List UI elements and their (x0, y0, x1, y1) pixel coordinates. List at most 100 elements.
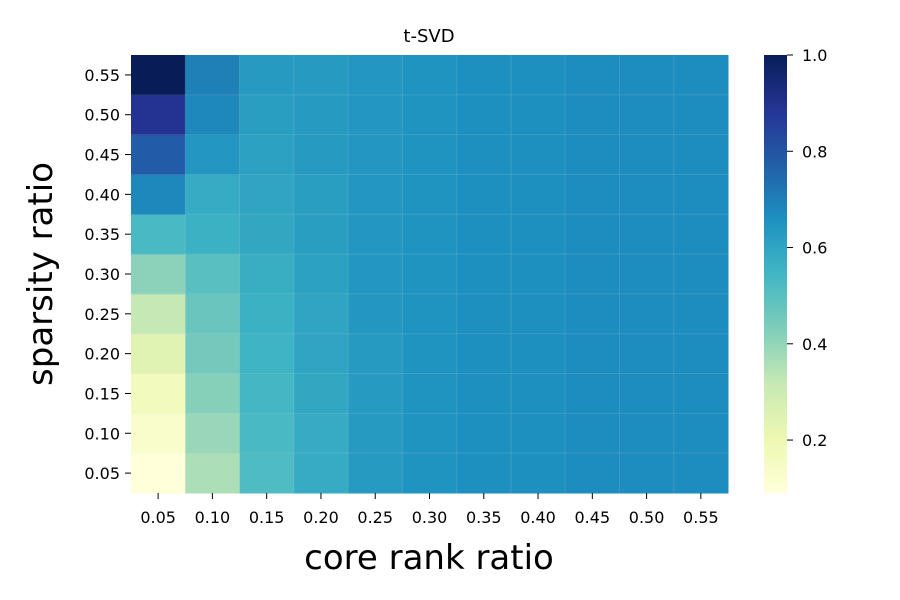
x-tick-label: 0.35 (466, 508, 502, 527)
heatmap-cell (510, 55, 566, 96)
heatmap-cell (673, 453, 729, 494)
heatmap-cell (619, 55, 675, 96)
y-tick-label: 0.15 (84, 384, 120, 403)
heatmap-cell (402, 94, 458, 136)
heatmap-cell (185, 134, 241, 175)
heatmap-cell (131, 254, 186, 295)
heatmap-cell (293, 94, 349, 136)
heatmap-cell (131, 373, 186, 414)
x-tick-label: 0.15 (249, 508, 285, 527)
heatmap-cell (619, 333, 675, 375)
heatmap-cell (348, 94, 403, 136)
heatmap-cell (565, 373, 620, 414)
heatmap-cell (456, 453, 512, 494)
heatmap-cell (185, 254, 241, 295)
y-tick-label: 0.25 (84, 305, 120, 324)
heatmap-cell (293, 413, 349, 454)
heatmap-cell (293, 254, 349, 295)
heatmap-cell (456, 94, 512, 136)
heatmap-cell (402, 55, 458, 96)
heatmap-cell (510, 413, 566, 454)
heatmap-cell (131, 94, 186, 136)
heatmap-cell (239, 214, 295, 255)
heatmap-cell (348, 453, 403, 494)
heatmap-cell (673, 254, 729, 295)
heatmap-cell (565, 453, 620, 494)
heatmap-cell (619, 254, 675, 295)
heatmap-cell (239, 333, 295, 375)
heatmap-cell (293, 373, 349, 414)
heatmap-cell (673, 293, 729, 335)
heatmap-cell (565, 293, 620, 335)
heatmap-cell (510, 254, 566, 295)
heatmap-cell (565, 214, 620, 255)
heatmap-cell (456, 333, 512, 375)
x-tick-label: 0.30 (412, 508, 448, 527)
heatmap-cell (402, 453, 458, 494)
heatmap-cell (565, 174, 620, 215)
heatmap-cell (185, 94, 241, 136)
x-tick-label: 0.20 (303, 508, 339, 527)
heatmap-cell (565, 134, 620, 175)
heatmap-cell (619, 134, 675, 175)
heatmap-cell (619, 94, 675, 136)
heatmap-cell (619, 373, 675, 414)
x-tick-label: 0.45 (575, 508, 611, 527)
heatmap-cell (565, 254, 620, 295)
y-tick-label: 0.50 (84, 106, 120, 125)
y-tick-label: 0.30 (84, 265, 120, 284)
heatmap-cell (673, 214, 729, 255)
y-tick-label: 0.55 (84, 66, 120, 85)
heatmap-cell (510, 373, 566, 414)
x-tick-label: 0.05 (140, 508, 176, 527)
y-tick-label: 0.40 (84, 185, 120, 204)
heatmap-cell (565, 94, 620, 136)
heatmap-cell (402, 214, 458, 255)
heatmap-cell (239, 293, 295, 335)
heatmap-cell (673, 333, 729, 375)
heatmap-cell (565, 413, 620, 454)
colorbar-tick-label: 0.2 (802, 431, 827, 450)
heatmap-cell (185, 174, 241, 215)
heatmap-cell (619, 214, 675, 255)
heatmap-cell (293, 453, 349, 494)
heatmap-cell (510, 453, 566, 494)
heatmap-cell (673, 94, 729, 136)
heatmap-cell (565, 333, 620, 375)
heatmap-cell (402, 293, 458, 335)
y-tick-label: 0.10 (84, 424, 120, 443)
heatmap-cell (131, 453, 186, 494)
y-tick-label: 0.45 (84, 146, 120, 165)
heatmap-cell (673, 55, 729, 96)
heatmap-cell (239, 453, 295, 494)
y-tick-label: 0.35 (84, 225, 120, 244)
heatmap-cell (185, 373, 241, 414)
heatmap-cell (293, 134, 349, 175)
heatmap-cell (239, 254, 295, 295)
heatmap-cell (673, 373, 729, 414)
heatmap-cell (510, 134, 566, 175)
x-axis-ticks: 0.05 0.10 0.15 0.20 0.25 0.30 0.35 0.40 0.45 0.50… (140, 493, 719, 527)
heatmap-cell (348, 333, 403, 375)
heatmap-cell (510, 333, 566, 375)
heatmap-cell (131, 134, 186, 175)
y-axis-ticks: 0.05 0.10 0.15 0.20 0.25 0.30 0.35 0.40 0.45 0.50… (84, 66, 131, 483)
heatmap-cell (456, 134, 512, 175)
heatmap-cell (293, 333, 349, 375)
heatmap-cell (348, 254, 403, 295)
colorbar-tick-label: 1.0 (802, 46, 827, 65)
heatmap-cell (402, 134, 458, 175)
heatmap-cell (456, 293, 512, 335)
heatmap-cell (131, 55, 186, 96)
x-tick-label: 0.25 (357, 508, 393, 527)
heatmap-cell (239, 134, 295, 175)
heatmap-cell (185, 293, 241, 335)
heatmap-cell (510, 174, 566, 215)
heatmap-cell (456, 55, 512, 96)
heatmap-cell (619, 293, 675, 335)
heatmap-cell (348, 214, 403, 255)
heatmap-cell (402, 373, 458, 414)
heatmap-cell (673, 174, 729, 215)
heatmap-cell (456, 214, 512, 255)
